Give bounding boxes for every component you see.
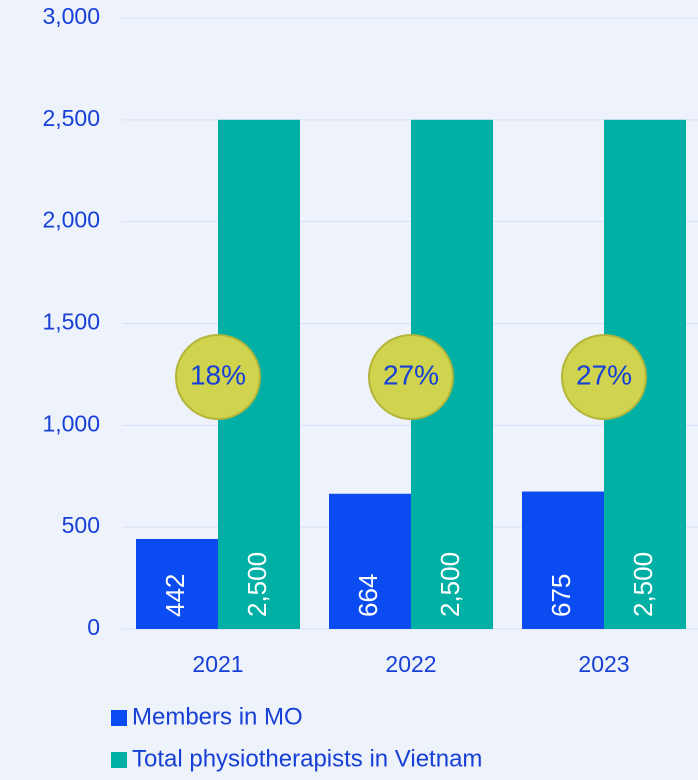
y-tick-label: 500	[62, 512, 100, 538]
data-label: 2,500	[628, 552, 658, 617]
y-tick-label: 2,000	[42, 207, 100, 233]
ratio-label: 27%	[383, 359, 439, 390]
legend-label: Total physiotherapists in Vietnam	[132, 745, 482, 772]
y-tick-label: 0	[87, 614, 100, 640]
y-tick-label: 1,500	[42, 309, 100, 335]
x-tick-label: 2023	[578, 651, 629, 677]
ratio-label: 27%	[576, 359, 632, 390]
bar	[522, 491, 604, 629]
y-tick-label: 1,000	[42, 410, 100, 436]
data-label: 442	[160, 574, 190, 617]
legend-swatch	[111, 752, 127, 768]
data-label: 2,500	[435, 552, 465, 617]
bar	[136, 538, 218, 629]
x-tick-label: 2022	[385, 651, 436, 677]
bar	[329, 493, 411, 629]
ratio-badge	[561, 334, 647, 420]
y-tick-label: 2,500	[42, 105, 100, 131]
data-label: 675	[546, 574, 576, 617]
data-label: 664	[353, 574, 383, 617]
x-tick-label: 2021	[192, 651, 243, 677]
ratio-label: 18%	[190, 359, 246, 390]
legend-label: Members in MO	[132, 703, 303, 730]
legend-swatch	[111, 710, 127, 726]
ratio-badge	[175, 334, 261, 420]
ratio-badge	[368, 334, 454, 420]
data-label: 2,500	[242, 552, 272, 617]
y-tick-label: 3,000	[42, 3, 100, 29]
